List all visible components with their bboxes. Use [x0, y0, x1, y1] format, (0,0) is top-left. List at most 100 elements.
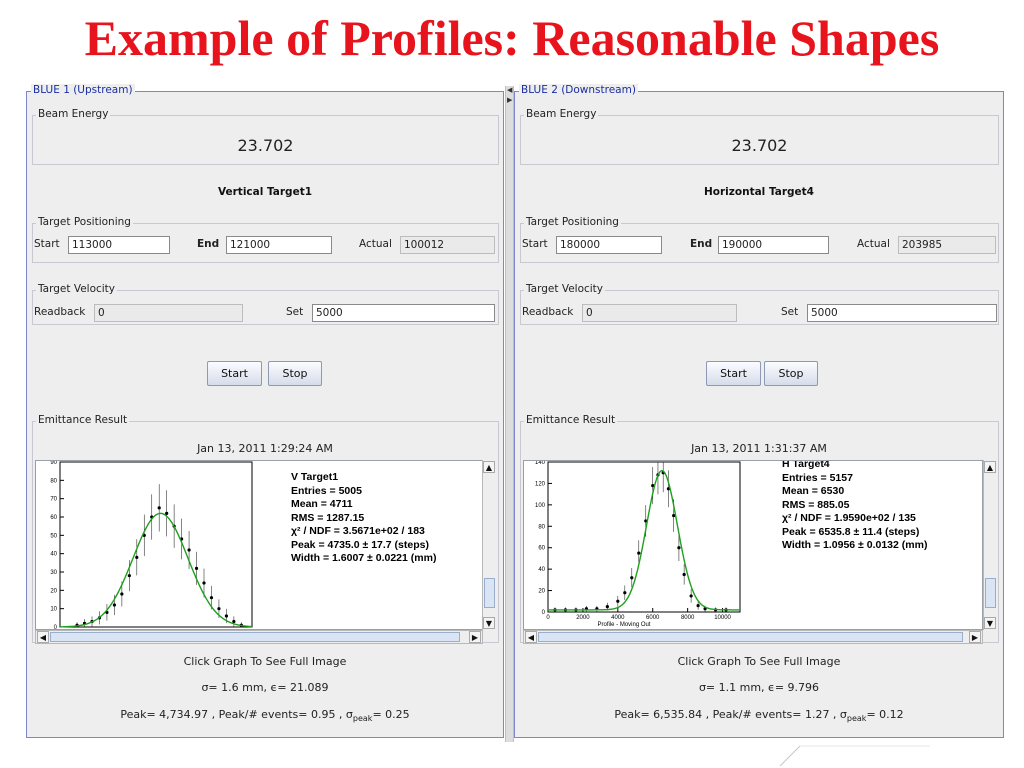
start-button[interactable]: Start	[207, 361, 262, 386]
y-tick-label: 80	[538, 524, 545, 530]
set-velocity-input[interactable]: 5000	[807, 304, 997, 322]
start-position-input[interactable]: 180000	[556, 236, 662, 254]
stop-button[interactable]: Stop	[764, 361, 818, 386]
data-point	[682, 572, 686, 577]
data-point	[135, 555, 139, 559]
end-position-label: End	[690, 238, 713, 250]
data-point	[689, 594, 693, 598]
data-point	[637, 551, 641, 555]
collapse-right-icon[interactable]: ▶	[507, 96, 513, 104]
split-pane-divider[interactable]: ◀ ▶	[505, 86, 514, 742]
y-tick-label: 70	[50, 497, 57, 503]
scroll-up-icon[interactable]: ▲	[483, 461, 495, 473]
x-tick-label: 0	[546, 615, 550, 621]
y-tick-label: 120	[535, 481, 546, 487]
scroll-right-icon[interactable]: ▶	[969, 631, 981, 643]
end-position-label: End	[197, 238, 220, 250]
target-positioning-group: Target Positioning	[32, 216, 499, 263]
vertical-scroll-thumb[interactable]	[484, 578, 495, 608]
start-button[interactable]: Start	[706, 361, 761, 386]
y-tick-label: 0	[54, 625, 58, 629]
fit-statistics-box: H Target4 Entries = 5157 Mean = 6530 RMS…	[782, 460, 927, 553]
stats-entries: Entries = 5157	[782, 471, 853, 484]
y-tick-label: 10	[50, 607, 57, 613]
y-tick-label: 0	[542, 610, 546, 616]
data-point	[630, 576, 634, 580]
start-position-input[interactable]: 113000	[68, 236, 170, 254]
peak-result-tail: = 0.12	[866, 708, 904, 721]
actual-position-label: Actual	[359, 238, 392, 250]
y-tick-label: 60	[538, 546, 545, 552]
y-tick-label: 40	[50, 552, 57, 558]
scroll-down-icon[interactable]: ▼	[483, 617, 495, 629]
panel-title: BLUE 1 (Upstream)	[31, 84, 135, 96]
y-tick-label: 60	[50, 515, 57, 521]
collapse-left-icon[interactable]: ◀	[507, 86, 513, 94]
stats-width: Width = 1.6007 ± 0.0221 (mm)	[291, 552, 437, 564]
panel-title: BLUE 2 (Downstream)	[519, 84, 638, 96]
vertical-scrollbar[interactable]: ▲ ▼	[482, 460, 496, 630]
x-tick-label: 4000	[611, 615, 625, 621]
end-position-input[interactable]: 190000	[718, 236, 829, 254]
data-point	[651, 483, 655, 488]
data-point	[165, 511, 169, 515]
x-tick-label: 10000	[714, 615, 731, 621]
stats-mean: Mean = 6530	[782, 485, 845, 497]
beam-energy-label: Beam Energy	[36, 108, 111, 120]
y-tick-label: 90	[50, 461, 57, 466]
y-tick-label: 140	[535, 461, 546, 466]
readback-label: Readback	[522, 306, 574, 318]
decorative-swoosh	[779, 745, 930, 767]
beam-energy-group: Beam Energy 23.702	[32, 108, 499, 165]
beam-energy-label: Beam Energy	[524, 108, 599, 120]
target-positioning-label: Target Positioning	[524, 216, 621, 228]
scroll-right-icon[interactable]: ▶	[469, 631, 481, 643]
data-point	[187, 548, 191, 552]
start-position-label: Start	[522, 238, 548, 250]
y-tick-label: 40	[538, 567, 545, 573]
data-point	[209, 596, 214, 600]
set-velocity-input[interactable]: 5000	[312, 304, 495, 322]
stats-name: V Target1	[291, 471, 339, 483]
fit-statistics-box: V Target1 Entries = 5005 Mean = 4711 RMS…	[291, 471, 436, 566]
beam-energy-value: 23.702	[237, 136, 294, 155]
data-point	[696, 603, 700, 608]
end-position-input[interactable]: 121000	[226, 236, 332, 254]
scroll-down-icon[interactable]: ▼	[984, 617, 996, 629]
emittance-graph-viewport[interactable]: 0 20 40 60 80 100 120 140 0 2000 4000 6000 8000 10000…	[523, 460, 983, 630]
target-name-label: Horizontal Target4	[704, 186, 814, 198]
horizontal-scrollbar[interactable]: ◀ ▶	[523, 630, 983, 644]
emittance-result-label: Emittance Result	[36, 414, 130, 426]
stats-name: H Target4	[782, 460, 830, 470]
data-point	[677, 546, 681, 550]
scroll-left-icon[interactable]: ◀	[525, 631, 537, 643]
horizontal-scroll-thumb[interactable]	[538, 632, 963, 642]
target-velocity-group: Target Velocity	[32, 283, 499, 325]
emittance-graph-viewport[interactable]: 0 10 20 30 40 50 60 70 80 90 V Target1 Entries = …	[35, 460, 483, 630]
y-tick-label: 50	[50, 533, 57, 539]
x-tick-label: 6000	[646, 615, 660, 621]
emittance-result-label: Emittance Result	[524, 414, 618, 426]
actual-position-label: Actual	[857, 238, 890, 250]
peak-result-subscript: peak	[846, 714, 867, 724]
target-velocity-label: Target Velocity	[524, 283, 606, 295]
vertical-scroll-thumb[interactable]	[985, 578, 996, 608]
target-velocity-label: Target Velocity	[36, 283, 118, 295]
scroll-up-icon[interactable]: ▲	[984, 461, 996, 473]
stats-chi2: χ² / NDF = 3.5671e+02 / 183	[291, 525, 425, 537]
horizontal-scrollbar[interactable]: ◀ ▶	[35, 630, 483, 644]
profile-plot-1[interactable]: 0 10 20 30 40 50 60 70 80 90	[36, 461, 482, 629]
stop-button[interactable]: Stop	[268, 361, 322, 386]
peak-result-main: Peak= 4,734.97 , Peak/# events= 0.95 , σ	[120, 708, 353, 721]
scroll-left-icon[interactable]: ◀	[37, 631, 49, 643]
y-tick-label: 20	[538, 589, 545, 595]
data-point	[605, 605, 609, 609]
readback-value: 0	[582, 304, 737, 322]
readback-label: Readback	[34, 306, 86, 318]
y-tick-label: 100	[535, 503, 546, 509]
peak-result-subscript: peak	[352, 714, 373, 724]
profile-plot-2[interactable]: 0 20 40 60 80 100 120 140 0 2000 4000 6000 8000 10000…	[524, 461, 982, 629]
timestamp: Jan 13, 2011 1:31:37 AM	[691, 442, 827, 455]
horizontal-scroll-thumb[interactable]	[50, 632, 460, 642]
vertical-scrollbar[interactable]: ▲ ▼	[983, 460, 997, 630]
